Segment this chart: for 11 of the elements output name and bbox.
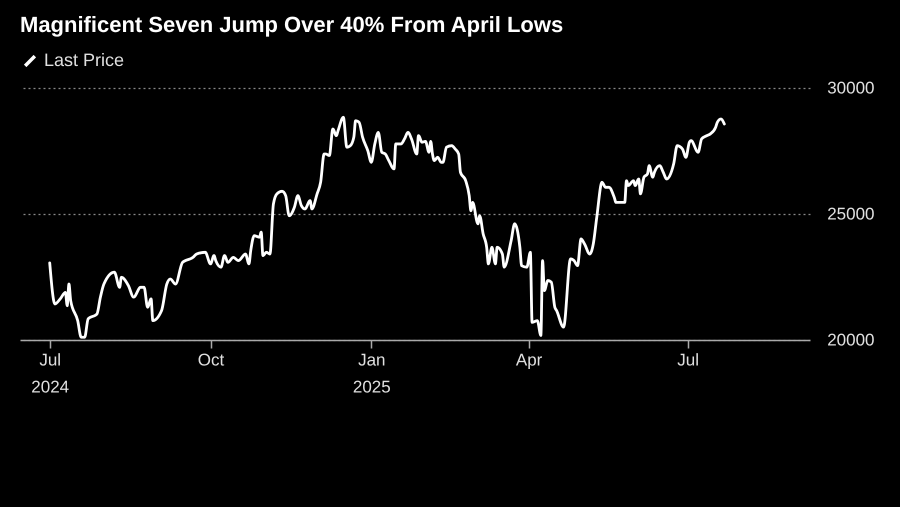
legend-label: Last Price <box>44 50 124 70</box>
x-tick-label: Jan 2025 <box>352 350 391 396</box>
line-series <box>48 116 726 339</box>
y-tick-label: 30000 <box>827 78 874 98</box>
x-tick-label: Jul 2024 <box>31 350 70 396</box>
y-tick-label: 20000 <box>827 330 874 350</box>
x-tick-label: Apr <box>516 350 543 370</box>
x-tick-label: Oct <box>198 350 225 370</box>
chart-title: Magnificent Seven Jump Over 40% From April Lows <box>20 12 564 37</box>
x-tick-label: Jul <box>677 350 700 370</box>
y-tick-label: 25000 <box>827 204 874 224</box>
